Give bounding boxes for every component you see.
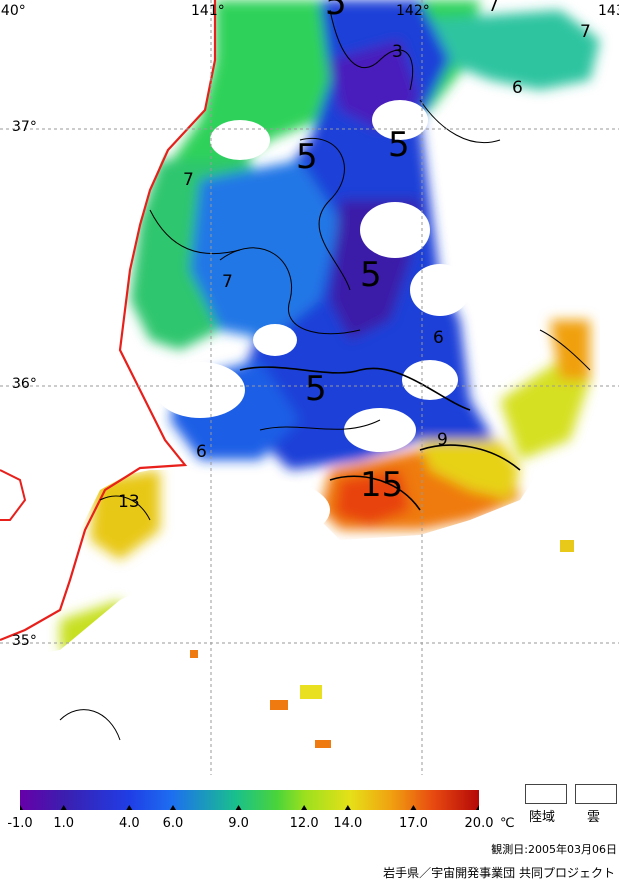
isotherm-label: 13 <box>118 492 140 512</box>
isotherm-label: 7 <box>580 22 591 42</box>
lat-label-36: 36° <box>12 376 37 392</box>
isotherm-label: 7 <box>183 170 194 190</box>
isotherm-label: 5 <box>305 369 327 409</box>
land-and-coastline <box>0 0 217 642</box>
isotherm-label: 5 <box>325 0 347 23</box>
colorbar-tick <box>60 805 67 810</box>
isotherm-label: 15 <box>360 465 404 505</box>
isotherm-label: 6 <box>512 78 523 98</box>
temperature-colorbar <box>20 790 479 810</box>
colorbar-tick <box>20 805 23 810</box>
observation-date: 観測日:2005年03月06日 <box>491 843 617 856</box>
lon-label-142: 142° <box>396 3 430 19</box>
isotherm-label: 5 <box>388 125 410 165</box>
isotherm-label: 6 <box>433 328 444 348</box>
colorbar-tick <box>301 805 308 810</box>
sea-surface-temperature-map <box>0 0 619 775</box>
lon-label-143: 143° <box>598 3 619 19</box>
graticule <box>0 0 619 775</box>
isotherm-label: 9 <box>437 430 448 450</box>
colorbar-tick-label: 6.0 <box>162 816 184 831</box>
cloud-legend-swatch <box>575 784 617 804</box>
colorbar-tick-label: 14.0 <box>333 816 363 831</box>
isotherm-label: 5 <box>296 137 318 177</box>
colorbar-tick-label: 12.0 <box>289 816 319 831</box>
credit: 岩手県／宇宙開発事業団 共同プロジェクト <box>383 866 615 880</box>
colorbar-tick <box>235 805 242 810</box>
colorbar-tick-label: 1.0 <box>53 816 75 831</box>
colorbar-tick <box>170 805 176 810</box>
isotherm-label: 6 <box>196 442 207 462</box>
isotherm-label: 3 <box>392 42 403 62</box>
colorbar-tick-label: 9.0 <box>228 816 249 831</box>
colorbar-tick <box>344 805 351 810</box>
southern-patches <box>190 540 574 748</box>
land-legend-label: 陸域 <box>529 810 556 825</box>
isotherm-label: 7 <box>488 0 499 16</box>
colorbar-tick-label: 17.0 <box>398 816 428 831</box>
colorbar-unit: ℃ <box>500 816 515 831</box>
cloud-legend-label: 雲 <box>587 810 601 825</box>
lat-label-37: 37° <box>12 119 37 135</box>
lat-label-35: 35° <box>12 633 37 649</box>
lon-label-141: 141° <box>191 3 225 19</box>
colorbar-tick <box>476 805 479 810</box>
colorbar-tick <box>410 805 417 810</box>
colorbar-tick <box>126 805 133 810</box>
colorbar-tick-label: 4.0 <box>118 816 140 831</box>
isotherm-label: 5 <box>360 255 382 295</box>
colorbar-tick-label: -1.0 <box>7 816 33 831</box>
colorbar-tick-label: 20.0 <box>464 816 494 831</box>
isotherm-label: 7 <box>222 272 233 292</box>
isotherms <box>59 9 591 741</box>
lon-label-140: 140° <box>0 3 26 19</box>
land-legend-swatch <box>525 784 567 804</box>
